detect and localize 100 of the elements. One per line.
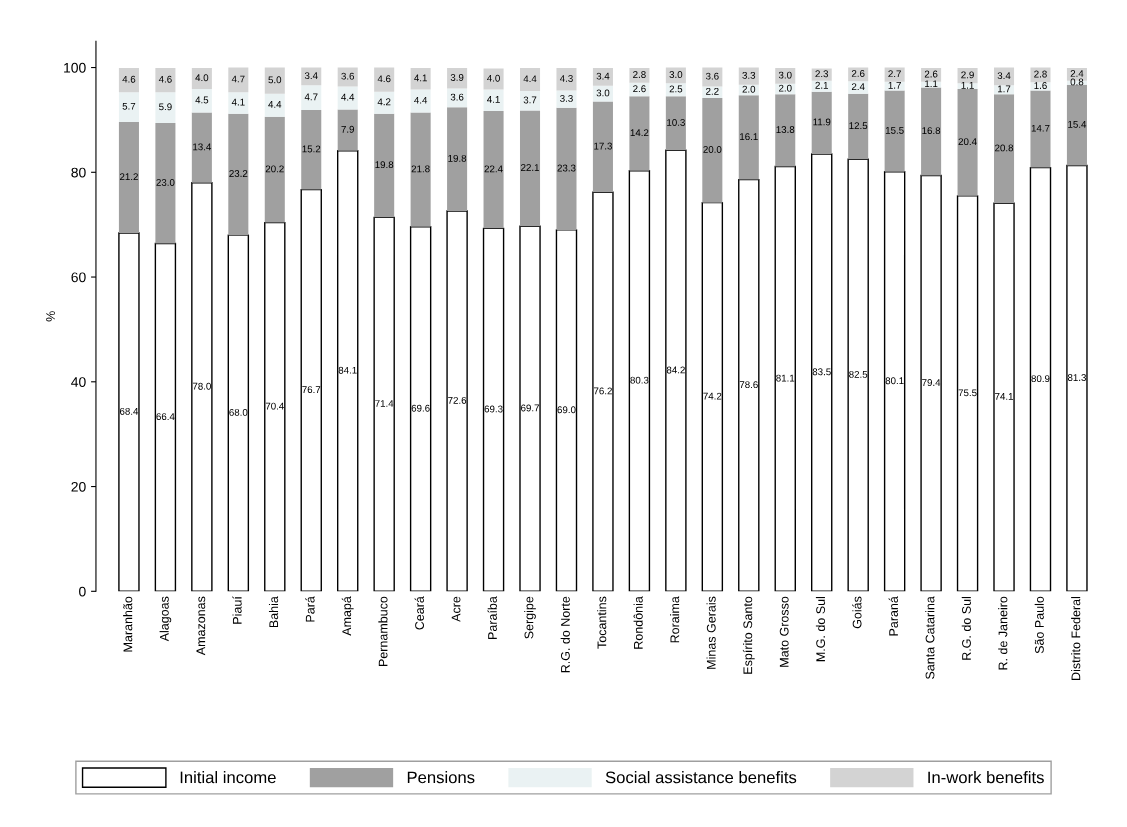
- data-label: 1.1: [961, 81, 974, 89]
- bar: [483, 111, 504, 229]
- data-label: 68.4: [119, 407, 139, 415]
- bar: [410, 89, 431, 113]
- bar: [483, 68, 504, 90]
- bar: [410, 68, 431, 90]
- bar: [629, 68, 650, 83]
- data-label: 2.5: [669, 85, 683, 93]
- bar: [447, 68, 468, 89]
- bar: [629, 96, 650, 171]
- data-label: 4.7: [231, 75, 245, 83]
- data-label: 2.2: [706, 87, 719, 95]
- bar: [592, 85, 613, 102]
- data-label: 2.4: [1070, 70, 1084, 77]
- data-label: 2.0: [742, 85, 756, 93]
- data-label: 14.2: [630, 129, 649, 137]
- bar: [848, 93, 869, 160]
- data-label: 5.7: [122, 102, 136, 110]
- bar: [118, 92, 139, 123]
- data-label: 2.3: [815, 70, 829, 78]
- data-label: 78.0: [192, 382, 211, 390]
- data-label: 3.4: [997, 72, 1011, 80]
- data-label: 12.5: [849, 122, 868, 130]
- data-label: 76.2: [593, 387, 612, 395]
- data-label: 15.4: [1068, 120, 1087, 128]
- data-label: 74.1: [995, 393, 1014, 400]
- data-label: 2.7: [888, 70, 901, 78]
- bar: [556, 90, 577, 108]
- x-tick-label: Pernambuco: [378, 596, 388, 667]
- data-label: 19.8: [375, 161, 394, 169]
- bar: [884, 67, 905, 82]
- data-label: 16.1: [740, 133, 758, 141]
- y-tick-label: 0: [79, 586, 86, 597]
- data-label: 3.7: [523, 96, 537, 104]
- data-label: 3.6: [450, 93, 464, 101]
- data-label: 11.9: [813, 118, 831, 126]
- x-tick-label: Piauí: [232, 596, 242, 624]
- bar: [811, 91, 832, 154]
- data-label: 5.0: [268, 76, 282, 84]
- data-label: 15.5: [885, 127, 904, 134]
- data-label: 5.9: [159, 103, 172, 111]
- data-label: 74.2: [703, 392, 722, 400]
- y-tick-label: 60: [71, 272, 86, 283]
- data-label: 81.1: [776, 374, 795, 382]
- y-tick-label: 100: [64, 62, 86, 73]
- data-label: 3.3: [560, 94, 573, 102]
- bar: [920, 174, 942, 592]
- x-tick-label: Paraná: [888, 596, 898, 636]
- bar: [301, 109, 322, 190]
- data-label: 79.4: [922, 379, 941, 386]
- bar: [301, 85, 322, 110]
- data-label: 69.3: [484, 405, 503, 413]
- bar: [811, 80, 832, 92]
- data-label: 2.8: [633, 71, 646, 78]
- data-label: 14.7: [1031, 124, 1050, 132]
- data-label: 81.3: [1067, 374, 1086, 381]
- x-tick-label: Paraíba: [487, 596, 497, 639]
- bar: [446, 210, 468, 592]
- data-label: 4.6: [377, 75, 391, 83]
- data-label: 2.8: [1034, 70, 1047, 78]
- data-label: 3.9: [450, 74, 464, 81]
- bar: [775, 94, 796, 167]
- bar: [228, 113, 249, 236]
- data-label: 3.4: [596, 72, 610, 80]
- bar: [374, 91, 395, 114]
- bar: [483, 89, 504, 112]
- bar: [884, 90, 905, 172]
- data-label: 66.4: [156, 413, 175, 421]
- bar: [154, 242, 177, 592]
- bar: [118, 122, 139, 234]
- data-label: 3.4: [304, 72, 318, 80]
- data-label: 13.4: [193, 143, 212, 151]
- bar: [373, 216, 395, 592]
- data-label: 3.6: [705, 72, 719, 80]
- x-tick-label: Rondônia: [633, 596, 643, 649]
- x-tick-label: Acre: [451, 596, 461, 622]
- y-tick-label: 40: [71, 377, 86, 387]
- x-tick-label: Bahia: [268, 596, 279, 628]
- data-label: 82.5: [849, 370, 868, 378]
- data-label: 3.3: [742, 71, 756, 79]
- data-label: 20.0: [703, 146, 722, 153]
- bar: [191, 112, 212, 183]
- data-label: 3.0: [669, 71, 683, 78]
- bar: [118, 68, 139, 93]
- bar: [592, 101, 613, 193]
- bar: [628, 170, 651, 592]
- data-label: 4.1: [487, 96, 500, 103]
- data-label: 83.5: [812, 368, 831, 376]
- bar: [337, 109, 358, 151]
- bar: [337, 86, 358, 110]
- legend-label: Social assistance benefits: [605, 771, 797, 784]
- data-label: 23.2: [229, 170, 248, 177]
- x-tick-label: R.G. do Norte: [560, 596, 570, 673]
- bar: [738, 95, 759, 180]
- x-tick-label: Minas Gerais: [706, 596, 716, 669]
- legend-label: Initial income: [180, 771, 276, 784]
- data-label: 76.7: [302, 386, 321, 394]
- data-label: 0.8: [1070, 78, 1084, 86]
- legend-label: In-work benefits: [928, 771, 1044, 784]
- data-label: 75.5: [958, 389, 977, 397]
